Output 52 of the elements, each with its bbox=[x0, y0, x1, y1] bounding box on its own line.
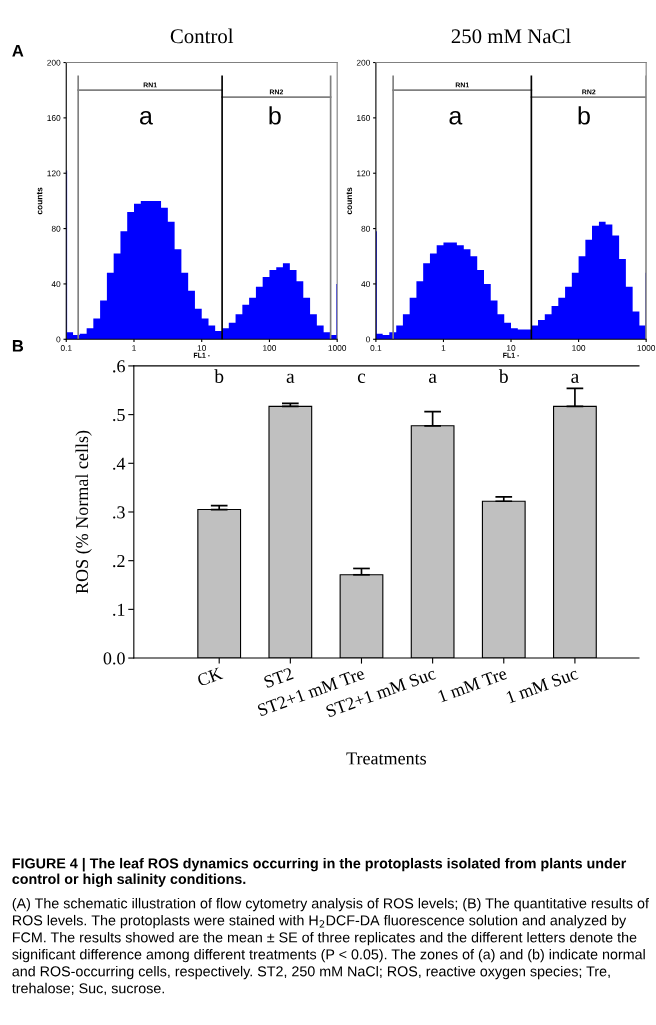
x-tick-label: 10 bbox=[197, 345, 207, 351]
annotation: a bbox=[140, 110, 153, 125]
x-tick-label: ST2 bbox=[263, 667, 294, 689]
x-tick-label: 100 bbox=[572, 345, 586, 351]
text: (A) The schematic illustration of flow cytometry analysis of ROS levels; (B) The quantitative results of ROS levels. The protoplasts were stained with H$_{2}$DCF-DA fluorescence solution and analyzed by FCM. The results showed are the mean ± SE of three replicates and the different letters denote the significant difference among different treatments (P < 0.05). The zones of (a) and (b) indicate normal and ROS-occurring cells, respectively. ST2, 250 mM NaCl; ROS, reactive oxygen species; Tre, trehalose; Suc, sucrose. bbox=[12, 897, 649, 996]
y-tick-label: .5 bbox=[113, 409, 125, 422]
x-tick-label: CK bbox=[196, 666, 224, 687]
y-tick-label: 0.0 bbox=[103, 652, 125, 665]
chart-title: 250 mM NaCl bbox=[451, 28, 571, 44]
x-tick-label: 1000 bbox=[328, 345, 347, 351]
y-tick-label: .4 bbox=[113, 457, 126, 470]
annotation: a bbox=[571, 373, 579, 383]
y-tick-label: .1 bbox=[113, 603, 125, 616]
x-tick-label: 1 bbox=[441, 345, 446, 351]
y-tick-label: 80 bbox=[51, 225, 61, 232]
x-tick-label: 0.1 bbox=[60, 345, 72, 351]
annotation: a bbox=[286, 373, 295, 383]
y-tick-label: 40 bbox=[361, 281, 371, 288]
x-tick-label: 10 bbox=[507, 345, 516, 351]
y-tick-label: .2 bbox=[113, 554, 125, 568]
annotation: b bbox=[214, 369, 224, 383]
annotation: a bbox=[429, 373, 437, 383]
y-axis-title: ROS (% Normal cells) bbox=[75, 430, 92, 594]
y-tick-label: 40 bbox=[51, 281, 61, 288]
y-tick-label: 120 bbox=[47, 170, 61, 177]
y-tick-label: 0 bbox=[56, 336, 61, 343]
annotation: b bbox=[578, 106, 590, 125]
y-axis-title: counts bbox=[346, 187, 353, 215]
annotation: c bbox=[357, 373, 366, 383]
y-tick-label: 120 bbox=[357, 170, 371, 177]
text: B bbox=[12, 340, 24, 352]
y-tick-label: 160 bbox=[47, 115, 61, 121]
y-tick-label: 200 bbox=[47, 59, 61, 66]
y-axis-title: counts bbox=[36, 187, 43, 215]
x-tick-label: 1 mM Tre bbox=[437, 667, 508, 703]
annotation: a bbox=[449, 110, 463, 125]
caption: FIGURE 4 | The leaf ROS dynamics occurring in the protoplasts isolated from plants under control or high salinity conditions. bbox=[12, 857, 627, 887]
x-tick-label: 1 bbox=[132, 345, 136, 351]
x-tick-label: 1000 bbox=[637, 345, 656, 351]
chart-title: Control bbox=[170, 28, 234, 44]
x-tick-label: 100 bbox=[263, 345, 277, 351]
annotation: b bbox=[498, 369, 508, 383]
text: A bbox=[12, 44, 24, 57]
y-tick-label: 0 bbox=[366, 336, 371, 343]
y-tick-label: 200 bbox=[356, 59, 371, 66]
y-tick-label: .6 bbox=[113, 360, 125, 373]
x-axis-title: Treatments bbox=[346, 752, 427, 765]
y-tick-label: .3 bbox=[113, 506, 125, 519]
annotation: b bbox=[269, 106, 281, 125]
x-tick-label: 0.1 bbox=[370, 345, 382, 351]
y-tick-label: 80 bbox=[361, 225, 371, 232]
y-tick-label: 160 bbox=[357, 115, 371, 121]
